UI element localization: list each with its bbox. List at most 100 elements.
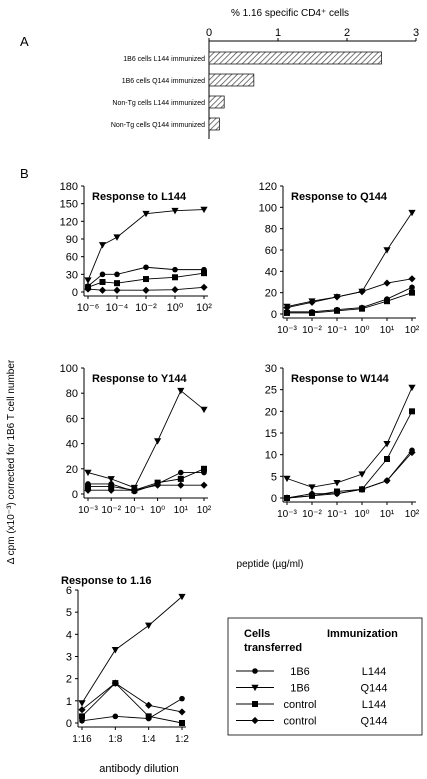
x-tick-label: 10⁻²	[302, 509, 322, 520]
y-tick-label: 0	[72, 489, 78, 501]
square-marker	[334, 307, 340, 314]
legend-header-cells: Cells	[244, 628, 270, 640]
diamond-marker	[408, 448, 416, 457]
square-marker	[143, 276, 149, 283]
diamond-marker	[154, 481, 162, 489]
panel-a-bar-chart: % 1.16 specific CD4⁺ cells 0 1 2 3 1B6 cells…	[111, 8, 419, 139]
y-tick-label: 90	[66, 234, 78, 246]
y-tick-label: 40	[66, 439, 78, 451]
square-marker	[252, 701, 258, 707]
series-line	[286, 387, 413, 488]
triangle-marker	[154, 438, 162, 445]
square-marker	[108, 483, 115, 490]
diamond-marker	[408, 275, 416, 283]
diamond-marker	[358, 485, 366, 493]
legend-header-immunization: Immunization	[327, 628, 398, 640]
y-tick-label: 100	[259, 202, 277, 214]
x-tick-label: 10⁻³	[277, 509, 297, 520]
y-tick-label: 80	[66, 388, 78, 400]
chart-title: Response to 1.16	[61, 575, 151, 587]
triangle-marker	[113, 234, 121, 241]
legend-box	[227, 617, 423, 736]
y-tick-label: 20	[265, 288, 277, 300]
x-tick-label: 1:2	[175, 734, 189, 745]
x-tick-label: 10⁻²	[135, 302, 157, 314]
series-line	[287, 292, 413, 314]
diamond-marker	[111, 679, 119, 687]
y-tick-label: 150	[60, 199, 78, 211]
x-tick-label: 10¹	[174, 505, 189, 516]
triangle-marker	[142, 210, 150, 218]
x-tick-label: 10⁻¹	[327, 325, 347, 336]
square-marker	[309, 309, 315, 316]
y-tick-label: 100	[60, 363, 78, 375]
triangle-marker	[171, 207, 179, 215]
series-line	[81, 596, 183, 704]
diamond-marker	[113, 286, 121, 294]
y-tick-label: 20	[66, 464, 78, 476]
square-marker	[172, 274, 178, 281]
triangle-marker	[200, 206, 208, 214]
hatched-bar	[208, 73, 255, 87]
x-tick-label: 10¹	[380, 509, 395, 520]
diamond-marker	[145, 701, 153, 709]
series-line	[88, 468, 205, 491]
triangle-marker	[383, 441, 391, 448]
triangle-marker	[145, 622, 153, 630]
diamond-marker	[142, 286, 150, 294]
hatched-bar	[208, 95, 225, 109]
circle-marker	[112, 713, 119, 720]
y-tick-label: 4	[66, 629, 72, 641]
x-axis-label: peptide (µg/ml)	[237, 559, 304, 570]
x-tick-label: 1:16	[72, 734, 92, 745]
x-tick-label: 10²	[405, 509, 420, 520]
y-tick-label: 0	[66, 718, 72, 730]
circle-marker	[99, 271, 106, 278]
triangle-marker	[308, 484, 316, 491]
y-tick-label: 15	[265, 428, 277, 440]
bar-chart-title: % 1.16 specific CD4⁺ cells	[231, 8, 349, 19]
y-tick-label: 20	[265, 406, 277, 418]
y-axis-label: Δ cpm (x10⁻³) corrected for 1B6 T cell n…	[6, 359, 17, 564]
y-tick-label: 6	[66, 585, 72, 597]
diamond-marker	[333, 490, 341, 498]
line-chart: 0 30 60 90 120 150 180 10⁻⁶ 10⁻⁴ 10⁻² 10⁰ 10² Respon…	[60, 181, 213, 314]
circle-marker	[114, 271, 120, 278]
triangle-marker	[178, 593, 186, 601]
triangle-marker	[408, 384, 416, 392]
panel-b-label: B	[20, 166, 29, 181]
series-line	[81, 682, 183, 713]
triangle-marker	[333, 480, 341, 487]
triangle-marker	[251, 684, 259, 692]
x-tick-label: 10⁰	[354, 509, 369, 520]
chart-title: Response to Q144	[291, 191, 388, 203]
x-tick-label: 10¹	[380, 325, 395, 336]
legend-immunization: Q144	[361, 683, 388, 695]
bar-x-tick-label: 2	[344, 27, 350, 39]
diamond-marker	[84, 285, 92, 293]
diamond-marker	[177, 481, 185, 489]
x-tick-label: 10⁻³	[78, 505, 98, 516]
square-marker	[384, 298, 390, 305]
series-line	[286, 411, 413, 499]
bar-category-label: 1B6 cells Q144 immunized	[122, 78, 205, 85]
y-tick-label: 25	[265, 385, 277, 397]
x-tick-label: 10⁻²	[101, 505, 121, 516]
circle-marker	[178, 469, 184, 476]
x-tick-label: 10²	[405, 325, 420, 336]
square-marker	[114, 280, 120, 287]
legend-cells: control	[283, 699, 316, 711]
square-marker	[85, 483, 91, 490]
diamond-marker	[98, 286, 107, 294]
y-tick-label: 0	[271, 309, 277, 321]
y-tick-label: 2	[66, 674, 72, 686]
line-chart: 0 20 40 60 80 100 120 10⁻³ 10⁻² 10⁻¹ 10⁰ 10¹ 10² Resp…	[259, 181, 420, 336]
x-tick-label: 1:8	[108, 734, 122, 745]
series-line	[286, 278, 413, 309]
x-tick-label: 1:4	[142, 734, 156, 745]
chart-title: Response to Y144	[92, 373, 187, 385]
triangle-marker	[107, 476, 115, 483]
diamond-marker	[200, 283, 208, 291]
